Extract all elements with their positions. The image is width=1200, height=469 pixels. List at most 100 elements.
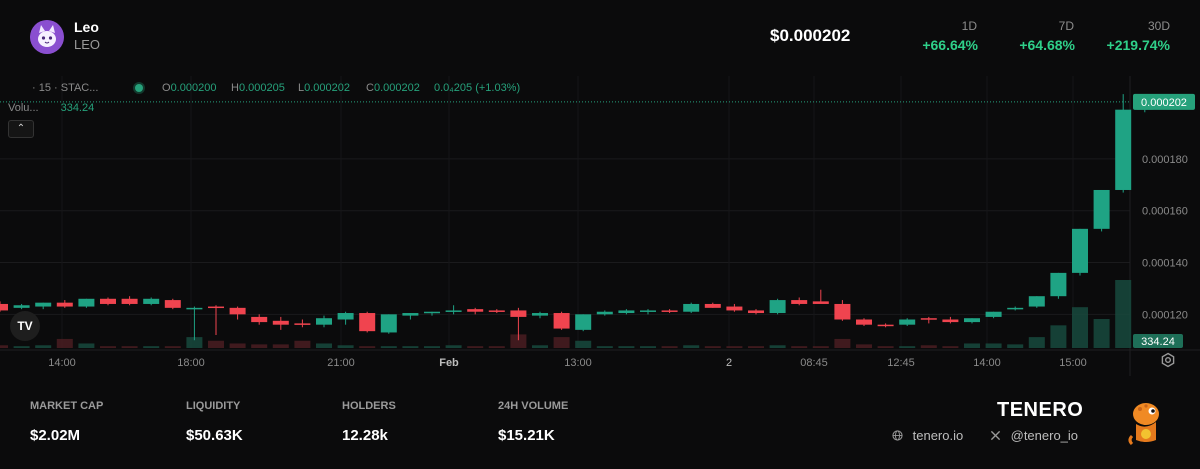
candle-body xyxy=(618,310,635,314)
candle-body xyxy=(553,313,570,329)
volume-bar xyxy=(13,346,30,348)
candle-body xyxy=(791,300,808,304)
volume-legend: Volu... 334.24 xyxy=(8,102,94,114)
volume-bar xyxy=(164,346,181,348)
market-cap-value: $2.02M xyxy=(30,427,81,444)
volume-bar xyxy=(294,340,311,348)
volume-bar xyxy=(640,346,656,348)
candle-body xyxy=(0,303,8,311)
candle-body xyxy=(359,313,376,332)
x-tick-label: Feb xyxy=(439,357,459,369)
volume-value: 334.24 xyxy=(60,102,95,114)
x-tick-label: 21:00 xyxy=(327,357,355,369)
volume-bar xyxy=(272,344,289,348)
candle-body xyxy=(877,324,894,327)
gear-icon[interactable] xyxy=(1160,352,1176,368)
candle-body xyxy=(488,310,505,312)
candle-body xyxy=(1093,189,1110,229)
live-dot-icon xyxy=(135,84,143,92)
volume-bar xyxy=(596,346,613,348)
volume-bar xyxy=(964,343,980,348)
market-cap-label: MARKET CAP xyxy=(30,400,104,412)
tradingview-logo-icon[interactable]: TV xyxy=(10,311,40,341)
volume-bar xyxy=(1115,280,1132,348)
volume-bar xyxy=(1050,325,1067,348)
candle-body xyxy=(143,298,160,304)
interval-label[interactable]: · 15 · STAC... xyxy=(32,82,99,94)
token-price: $0.000202 xyxy=(770,26,851,45)
candle-body xyxy=(920,318,937,320)
volume-bar xyxy=(812,346,829,348)
last-volume-tag xyxy=(1133,334,1183,348)
token-symbol: LEO xyxy=(74,37,101,52)
volume-bar xyxy=(488,346,505,348)
y-tick-label: 0.000120 xyxy=(1142,309,1188,321)
ohlc-low: L0.000202 xyxy=(298,82,351,94)
volume-bar xyxy=(532,345,548,348)
x-tick-label: 15:00 xyxy=(1059,357,1087,369)
volume-bar xyxy=(575,340,592,348)
candle-body xyxy=(812,301,829,304)
chevron-up-icon[interactable]: ⌃ xyxy=(8,120,34,138)
x-logo-icon xyxy=(990,428,1005,443)
last-volume-label: 334.24 xyxy=(1141,336,1175,348)
x-tick-label: 12:45 xyxy=(887,357,915,369)
volume-bar xyxy=(618,346,635,348)
liquidity-value: $50.63K xyxy=(186,427,243,444)
volume-bar xyxy=(683,345,700,348)
website-link[interactable]: tenero.io xyxy=(892,428,963,443)
candle-body xyxy=(1028,296,1045,307)
volume-bar xyxy=(834,338,851,348)
volume-24h-value: $15.21K xyxy=(498,427,555,444)
volume-bar xyxy=(769,345,786,348)
volume-bar xyxy=(985,343,1002,348)
candle-body xyxy=(985,311,1002,317)
last-price-label: 0.000202 xyxy=(1141,97,1187,109)
candle-body xyxy=(510,310,527,317)
cat-avatar-icon xyxy=(30,20,64,54)
orange-lizard-mascot-icon xyxy=(1124,400,1164,446)
candle-body xyxy=(726,306,743,311)
candle-body xyxy=(424,311,440,314)
volume-bar xyxy=(726,346,743,348)
candle-body xyxy=(661,310,678,312)
candle-body xyxy=(704,303,721,308)
ohlc-high: H0.000205 xyxy=(231,82,285,94)
candlestick-chart[interactable]: 0.000120 0.000140 0.000160 0.000180 14:00 18:… xyxy=(0,76,1200,376)
volume-bar xyxy=(942,346,959,348)
holders-label: HOLDERS xyxy=(342,400,396,412)
candle-body xyxy=(683,303,700,312)
candle-body xyxy=(316,318,332,325)
volume-bar xyxy=(380,346,397,348)
candle-body xyxy=(186,307,203,310)
liquidity-label: LIQUIDITY xyxy=(186,400,241,412)
candle-body xyxy=(294,323,311,325)
candle-body xyxy=(402,313,419,316)
candle-body xyxy=(337,313,354,320)
last-price-tag xyxy=(1133,93,1195,110)
candle-body xyxy=(13,305,30,308)
x-tick-label: 14:00 xyxy=(973,357,1001,369)
candle-body xyxy=(380,314,397,333)
volume-bar xyxy=(877,346,894,348)
x-tick-label: 14:00 xyxy=(48,357,76,369)
candle-body xyxy=(1007,307,1024,310)
volume-bar xyxy=(748,346,764,348)
ohlc-change: 0.0₄205 (+1.03%) xyxy=(434,82,521,94)
volume-bar xyxy=(78,343,95,348)
volume-bar xyxy=(229,343,246,348)
candle-body xyxy=(272,320,289,325)
volume-bar xyxy=(143,346,160,348)
candle-body xyxy=(575,314,592,330)
candle-body xyxy=(35,302,52,307)
volume-bar xyxy=(856,344,872,348)
twitter-link[interactable]: @tenero_io xyxy=(990,428,1078,443)
candle-body xyxy=(640,310,656,312)
candle-body xyxy=(251,316,268,323)
candle-body xyxy=(56,302,73,307)
candle-body xyxy=(229,307,246,315)
volume-bar xyxy=(359,346,376,348)
volume-bar xyxy=(35,345,52,348)
y-tick-label: 0.000140 xyxy=(1142,258,1188,270)
token-header: Leo LEO $0.000202 1D +66.64% 7D +64.68% … xyxy=(0,0,1200,76)
